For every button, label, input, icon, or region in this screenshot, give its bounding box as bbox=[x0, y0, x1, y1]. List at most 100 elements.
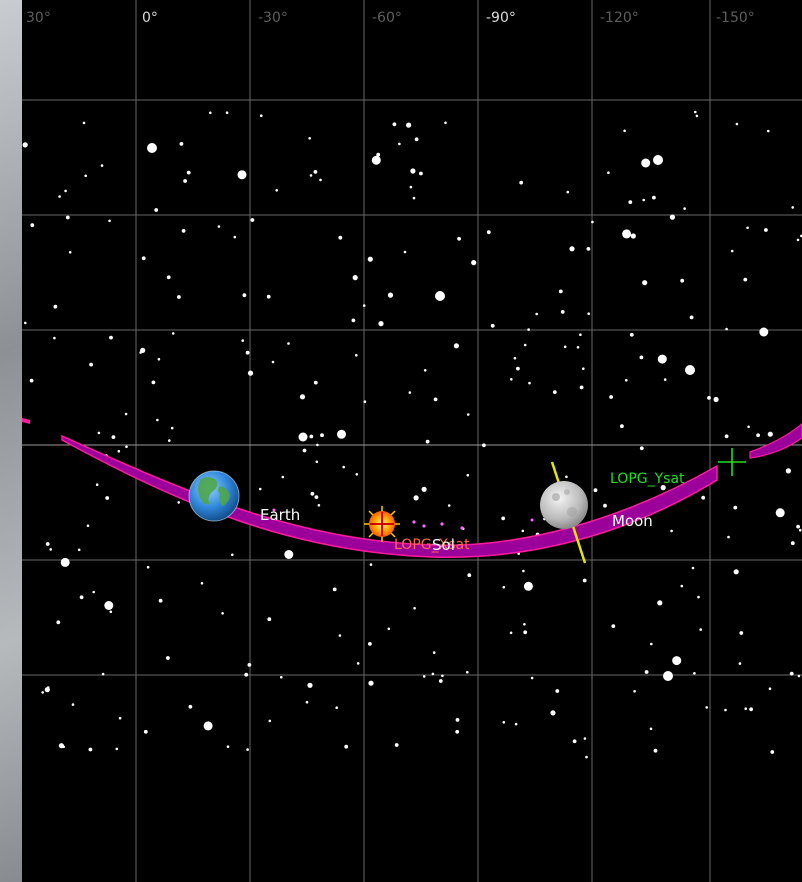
star bbox=[308, 137, 312, 140]
star bbox=[513, 356, 517, 360]
star bbox=[739, 631, 744, 635]
star bbox=[108, 219, 111, 223]
star bbox=[593, 488, 598, 493]
sky-view[interactable]: 30° 0° -30° -60° -90° -120° -150° Earth … bbox=[22, 0, 802, 882]
star bbox=[639, 355, 644, 360]
moon-label[interactable]: Moon bbox=[612, 512, 653, 530]
star bbox=[221, 612, 224, 615]
star bbox=[523, 630, 528, 635]
sky-canvas bbox=[22, 0, 802, 882]
star bbox=[576, 346, 580, 349]
star bbox=[307, 682, 313, 688]
star bbox=[369, 563, 373, 566]
star bbox=[302, 434, 307, 438]
lopg-xsat-label[interactable]: LOPG_Xsat bbox=[394, 537, 470, 553]
star bbox=[630, 233, 636, 239]
star bbox=[82, 121, 86, 125]
star bbox=[789, 671, 794, 676]
star bbox=[689, 315, 694, 320]
star bbox=[775, 508, 785, 518]
star bbox=[79, 595, 84, 600]
star bbox=[516, 366, 520, 371]
star bbox=[509, 631, 513, 635]
star bbox=[669, 214, 676, 220]
star bbox=[701, 495, 706, 500]
earth-icon[interactable] bbox=[188, 470, 240, 522]
longitude-label: -30° bbox=[258, 10, 288, 26]
star bbox=[84, 174, 87, 178]
star bbox=[109, 610, 113, 614]
star bbox=[105, 496, 110, 500]
star bbox=[660, 485, 666, 491]
star bbox=[565, 475, 568, 479]
star bbox=[414, 137, 419, 142]
star bbox=[53, 336, 56, 340]
star bbox=[188, 704, 193, 709]
crosshair-icon[interactable] bbox=[718, 448, 746, 476]
star bbox=[641, 158, 651, 168]
star bbox=[435, 291, 445, 301]
star bbox=[724, 708, 727, 712]
star bbox=[233, 235, 237, 239]
star bbox=[603, 503, 607, 508]
star bbox=[226, 745, 230, 748]
star bbox=[225, 111, 229, 114]
moon-icon[interactable] bbox=[540, 461, 588, 564]
longitude-label: 30° bbox=[26, 10, 51, 26]
band-markers bbox=[272, 508, 534, 530]
star bbox=[620, 424, 624, 429]
star bbox=[583, 737, 587, 740]
star bbox=[550, 710, 556, 716]
star bbox=[413, 606, 416, 610]
star bbox=[342, 465, 346, 469]
star bbox=[71, 703, 75, 706]
star bbox=[320, 433, 324, 438]
star bbox=[143, 729, 148, 734]
star bbox=[170, 426, 174, 430]
star bbox=[64, 189, 67, 193]
star bbox=[77, 548, 81, 552]
star bbox=[368, 642, 372, 646]
star bbox=[111, 435, 116, 439]
star bbox=[652, 195, 656, 200]
star bbox=[403, 250, 407, 254]
star bbox=[151, 380, 156, 385]
star bbox=[582, 578, 587, 583]
star bbox=[523, 343, 527, 347]
star bbox=[622, 229, 632, 239]
star bbox=[421, 486, 427, 492]
star bbox=[29, 378, 34, 383]
star bbox=[566, 190, 570, 194]
star bbox=[530, 676, 534, 680]
star bbox=[247, 370, 254, 376]
star bbox=[267, 617, 272, 622]
star bbox=[246, 748, 249, 751]
star bbox=[146, 565, 150, 569]
star bbox=[798, 528, 802, 532]
star bbox=[319, 178, 322, 182]
star bbox=[412, 196, 416, 200]
star bbox=[466, 413, 470, 416]
star bbox=[183, 179, 188, 183]
star bbox=[725, 327, 728, 331]
star bbox=[683, 207, 686, 210]
star bbox=[419, 171, 423, 176]
star bbox=[245, 350, 250, 355]
sun-label[interactable]: Sol bbox=[432, 536, 455, 554]
star bbox=[582, 367, 585, 371]
star bbox=[467, 573, 472, 578]
star bbox=[95, 483, 99, 487]
earth-label[interactable]: Earth bbox=[260, 506, 301, 524]
star bbox=[733, 505, 738, 510]
star bbox=[242, 293, 247, 298]
star bbox=[579, 333, 582, 337]
star bbox=[738, 662, 742, 665]
lopg-ysat-label[interactable]: LOPG_Ysat bbox=[610, 471, 685, 487]
star bbox=[555, 689, 560, 693]
star bbox=[764, 228, 768, 232]
star bbox=[58, 743, 64, 749]
sun-icon[interactable] bbox=[364, 506, 400, 542]
star bbox=[179, 142, 184, 146]
star bbox=[271, 360, 275, 364]
star bbox=[338, 235, 343, 240]
